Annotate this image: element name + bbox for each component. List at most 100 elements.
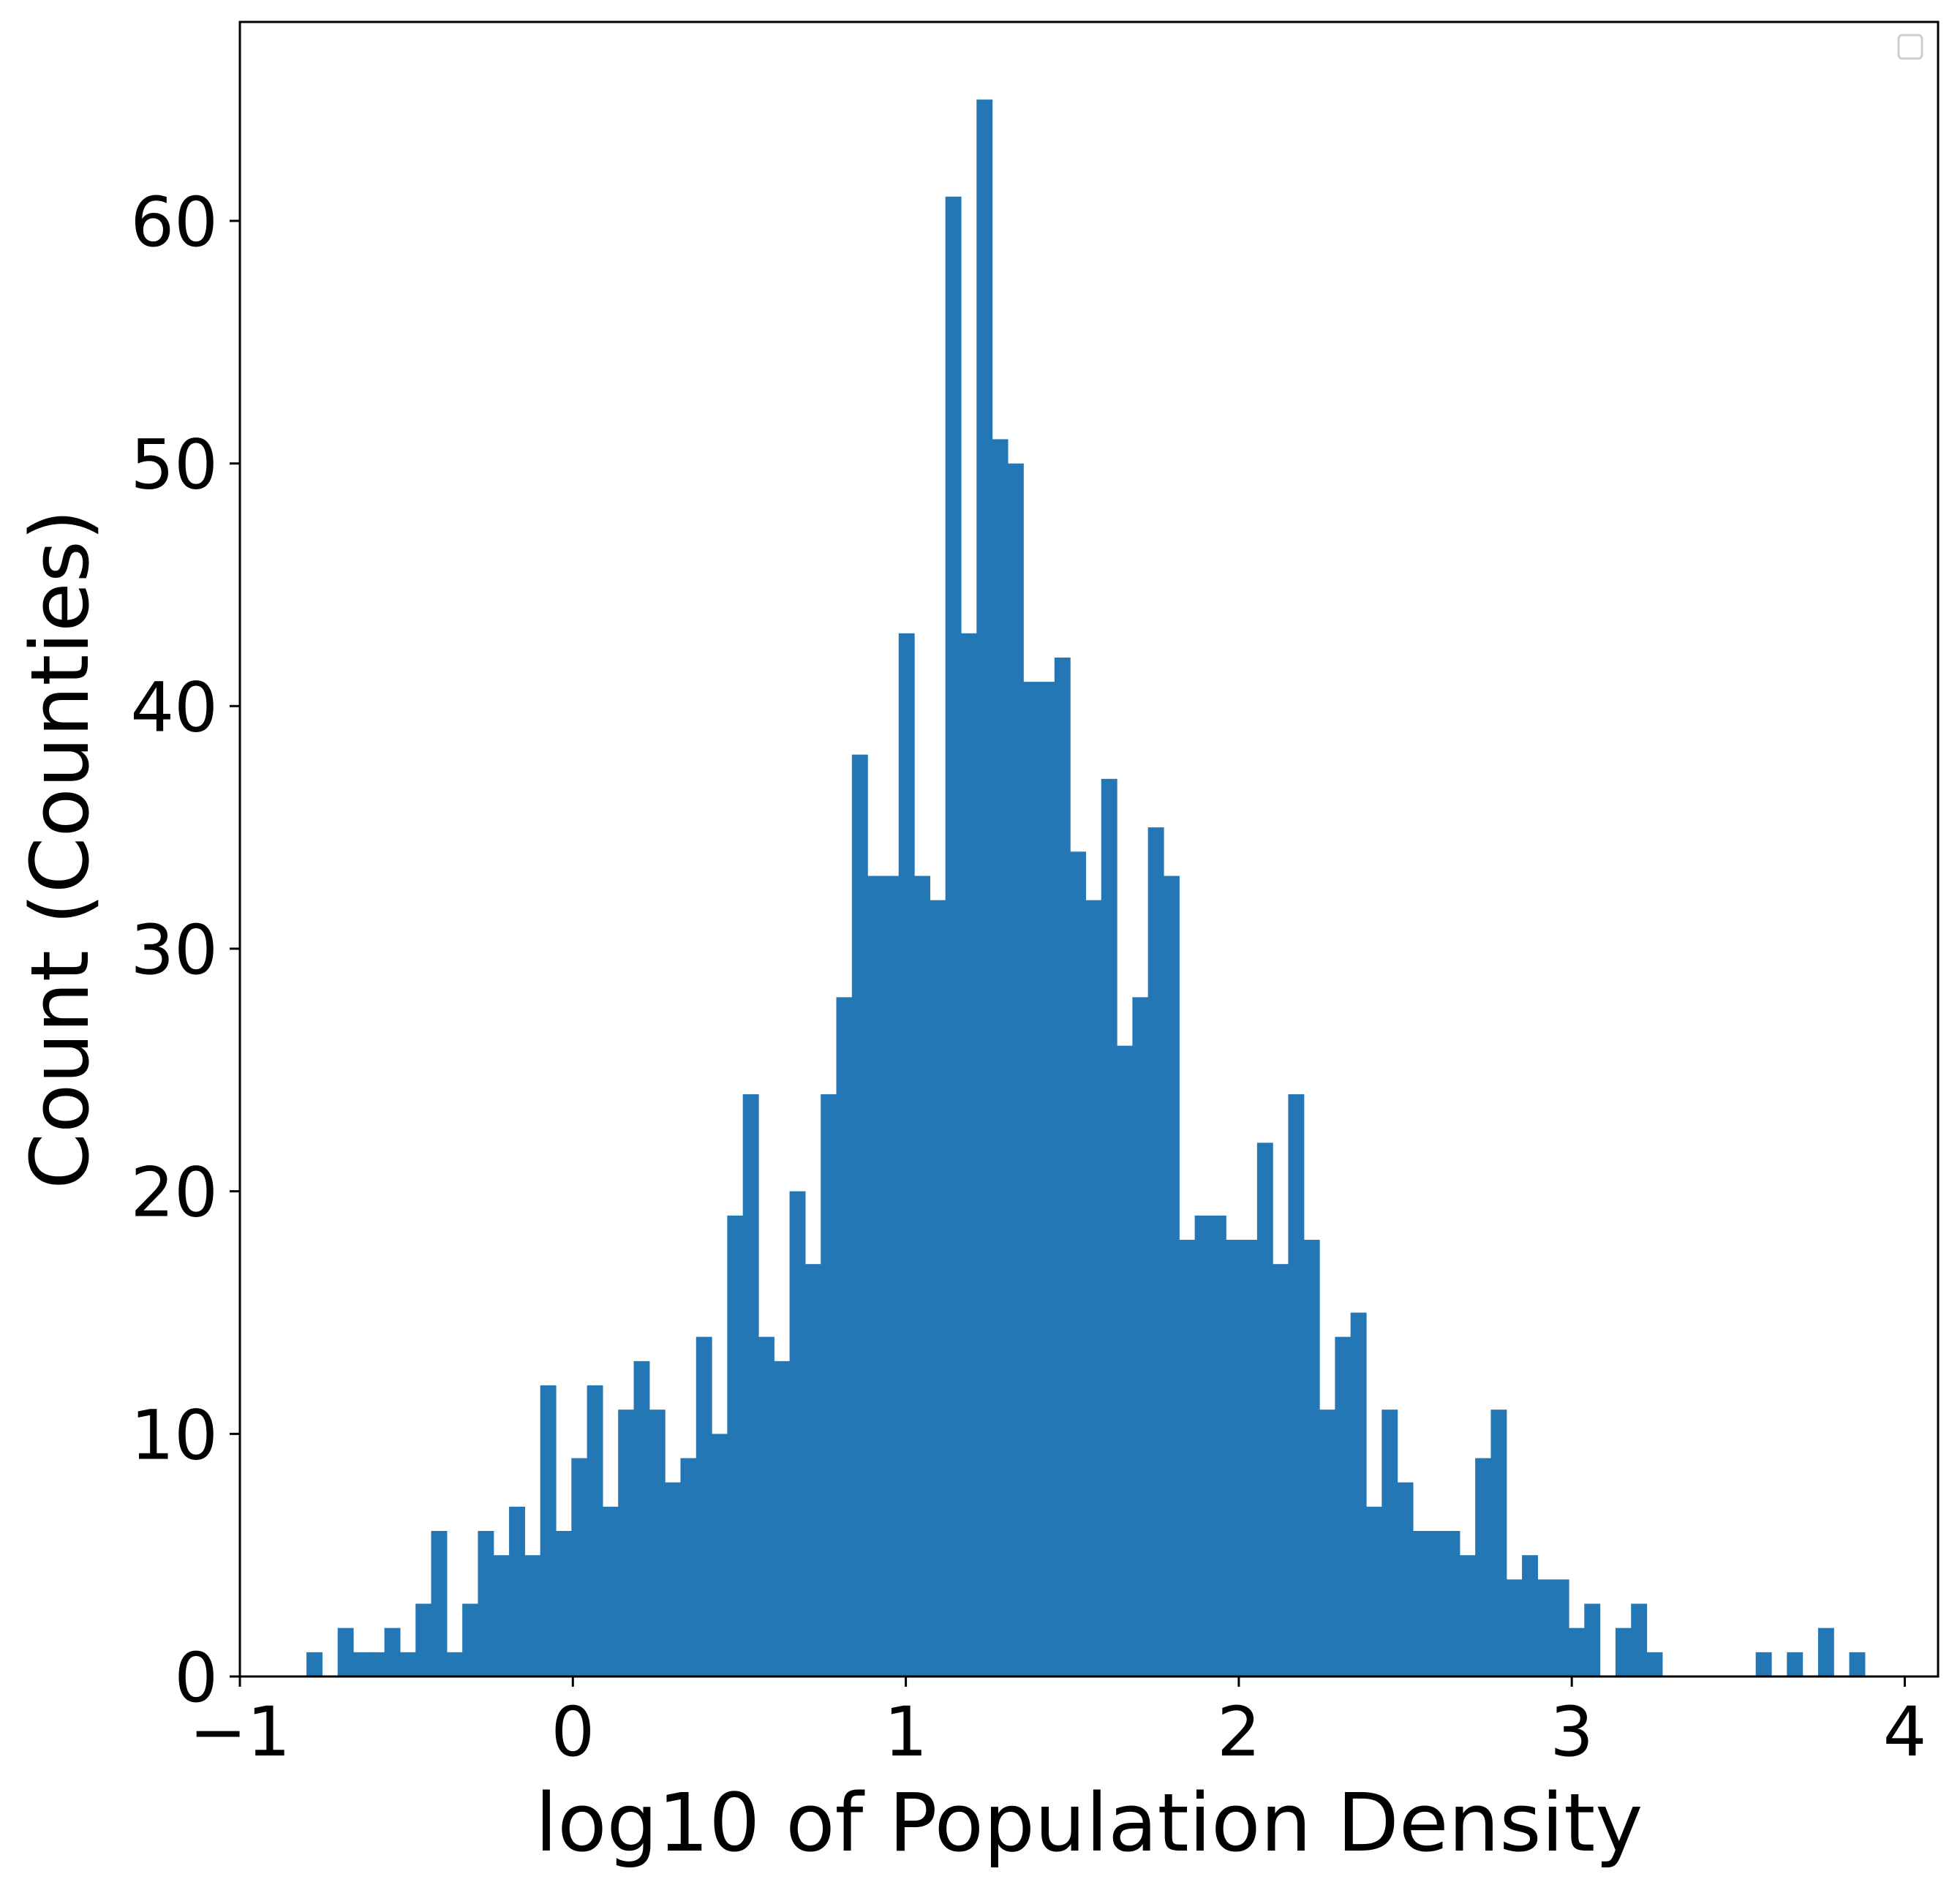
histogram-bar bbox=[1755, 1652, 1772, 1676]
y-axis-ticks: 0 10 20 30 40 50 60 bbox=[130, 183, 240, 1718]
histogram-bar bbox=[1210, 1215, 1226, 1676]
y-tick-label: 40 bbox=[130, 668, 218, 748]
histogram-bar bbox=[1444, 1530, 1460, 1676]
x-axis-ticks: −1 0 1 2 3 4 bbox=[189, 1676, 1927, 1772]
histogram-bar bbox=[446, 1652, 463, 1676]
histogram-bar bbox=[1568, 1627, 1585, 1676]
histogram-bar bbox=[649, 1410, 666, 1676]
histogram-bar bbox=[1117, 1045, 1133, 1676]
y-tick-label: 60 bbox=[130, 183, 218, 263]
y-tick-label: 20 bbox=[130, 1154, 218, 1233]
histogram-bar bbox=[1070, 851, 1087, 1676]
y-tick-label: 30 bbox=[130, 911, 218, 990]
histogram-bar bbox=[462, 1603, 479, 1676]
histogram-bar bbox=[431, 1530, 448, 1676]
x-tick-label: 0 bbox=[551, 1693, 595, 1772]
x-tick-label: 1 bbox=[884, 1693, 928, 1772]
histogram-bar bbox=[1226, 1239, 1243, 1676]
histogram-bar bbox=[587, 1385, 603, 1676]
histogram-bar bbox=[571, 1458, 588, 1676]
histogram-bar bbox=[1537, 1579, 1554, 1676]
x-axis-label: log10 of Population Density bbox=[535, 1776, 1643, 1870]
histogram-bar bbox=[1397, 1482, 1414, 1676]
histogram-bar bbox=[727, 1215, 744, 1676]
histogram-bar bbox=[1365, 1506, 1382, 1676]
x-tick-label: 4 bbox=[1883, 1693, 1927, 1772]
empty-legend-box bbox=[1897, 34, 1923, 60]
x-tick-label: 3 bbox=[1550, 1693, 1594, 1772]
histogram-bar bbox=[509, 1506, 525, 1676]
histogram-bar bbox=[1101, 778, 1117, 1676]
histogram-bar bbox=[1849, 1652, 1866, 1676]
histogram-bar bbox=[1303, 1239, 1320, 1676]
histogram-bar bbox=[836, 997, 853, 1676]
histogram-bar bbox=[1631, 1603, 1648, 1676]
histogram-bar bbox=[540, 1385, 557, 1676]
histogram-bar bbox=[493, 1555, 510, 1676]
histogram-bar bbox=[1039, 682, 1055, 1676]
plot-frame bbox=[238, 20, 1940, 1678]
histogram-bar bbox=[602, 1506, 619, 1676]
histogram-bar bbox=[1475, 1458, 1492, 1676]
histogram-bar bbox=[618, 1410, 635, 1676]
histogram-bar bbox=[1646, 1652, 1663, 1676]
histogram-bar bbox=[478, 1530, 494, 1676]
histogram-bar bbox=[1817, 1627, 1834, 1676]
histogram-bar bbox=[1256, 1143, 1273, 1676]
histogram-bar bbox=[353, 1652, 369, 1676]
histogram-bar bbox=[867, 876, 884, 1676]
y-tick-label: 10 bbox=[130, 1396, 218, 1475]
histogram-bar bbox=[415, 1603, 432, 1676]
histogram-bar bbox=[1194, 1215, 1211, 1676]
histogram-bar bbox=[1023, 682, 1040, 1676]
x-tick-label: −1 bbox=[189, 1693, 291, 1772]
histogram-bar bbox=[369, 1652, 385, 1676]
histogram-bar bbox=[851, 754, 868, 1676]
histogram-bars bbox=[306, 99, 1866, 1677]
histogram-bar bbox=[1350, 1312, 1367, 1676]
histogram-bar bbox=[821, 1094, 837, 1676]
histogram-bar bbox=[804, 1264, 821, 1676]
histogram-bar bbox=[1382, 1410, 1398, 1676]
y-axis-label: Count (Counties) bbox=[13, 509, 107, 1189]
histogram-bar bbox=[680, 1458, 697, 1676]
histogram-bar bbox=[1335, 1336, 1352, 1676]
histogram-bar bbox=[1241, 1239, 1258, 1676]
y-tick-label: 0 bbox=[174, 1638, 218, 1718]
histogram-bar bbox=[758, 1336, 774, 1676]
histogram-bar bbox=[1132, 997, 1149, 1676]
histogram-bar bbox=[976, 99, 993, 1676]
histogram-bar bbox=[1412, 1530, 1429, 1676]
histogram-bar bbox=[1428, 1530, 1445, 1676]
histogram-bar bbox=[1506, 1579, 1523, 1676]
histogram-bar bbox=[524, 1555, 541, 1676]
histogram-bar bbox=[712, 1434, 728, 1676]
histogram-bar bbox=[898, 633, 915, 1677]
histogram-bar bbox=[399, 1652, 416, 1676]
histogram-bar bbox=[1147, 827, 1164, 1676]
histogram-bar bbox=[1163, 876, 1180, 1676]
histogram-bar bbox=[306, 1652, 323, 1676]
histogram-bar bbox=[1179, 1239, 1196, 1676]
histogram-bar bbox=[1615, 1627, 1632, 1676]
histogram-bar bbox=[1459, 1555, 1476, 1676]
histogram-bar bbox=[930, 900, 946, 1676]
histogram-bar bbox=[1288, 1094, 1305, 1676]
histogram-bar bbox=[696, 1336, 712, 1676]
histogram-bar bbox=[1319, 1410, 1335, 1676]
histogram-bar bbox=[1273, 1264, 1289, 1676]
histogram-bar bbox=[960, 633, 977, 1677]
histogram-bar bbox=[1584, 1603, 1601, 1676]
histogram-bar bbox=[337, 1627, 354, 1676]
histogram-bar bbox=[1054, 657, 1071, 1676]
histogram-bar bbox=[992, 439, 1009, 1676]
histogram-bar bbox=[1007, 463, 1024, 1676]
histogram-bar bbox=[633, 1361, 650, 1676]
histogram-bar bbox=[945, 196, 962, 1677]
histogram-bar bbox=[665, 1482, 682, 1676]
histogram-bar bbox=[774, 1361, 791, 1676]
histogram-bar bbox=[742, 1094, 759, 1676]
histogram-bar bbox=[1490, 1410, 1507, 1676]
histogram-bar bbox=[1085, 900, 1102, 1676]
